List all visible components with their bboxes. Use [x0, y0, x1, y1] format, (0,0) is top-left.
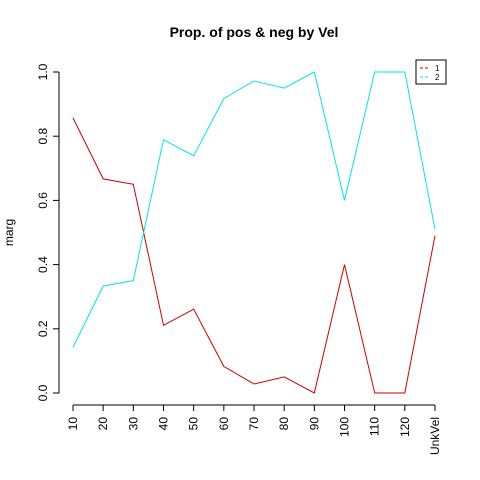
x-tick-label: 80	[277, 417, 291, 431]
y-tick-label: 0.0	[36, 384, 50, 401]
x-tick-label: 50	[187, 417, 201, 431]
x-tick-label: 30	[126, 417, 140, 431]
x-tick-label: 40	[157, 417, 171, 431]
x-tick-label: 60	[217, 417, 231, 431]
x-axis: 10 20 30 40 50 60 70 80 90 100 110 120 UnkVel	[66, 404, 442, 455]
y-axis: 0.0 0.2 0.4 0.6 0.8 1.0	[36, 63, 60, 401]
legend: 12	[415, 59, 447, 85]
legend-label-2: 2	[435, 73, 440, 82]
chart-title: Prop. of pos & neg by Vel	[170, 24, 339, 40]
x-tick-label: 20	[96, 417, 110, 431]
x-tick-label: UnkVel	[428, 417, 442, 455]
y-tick-label: 0.2	[36, 320, 50, 337]
y-axis-title: marg	[2, 219, 16, 246]
series-line-1	[72, 117, 436, 394]
series-layer	[72, 71, 436, 394]
y-tick-label: 0.8	[36, 128, 50, 145]
y-tick-label: 1.0	[36, 63, 50, 80]
legend-label-1: 1	[435, 64, 440, 73]
x-tick-label: 90	[307, 417, 321, 431]
y-tick-label: 0.4	[36, 256, 50, 273]
x-tick-label: 110	[368, 417, 382, 436]
x-tick-label: 10	[66, 417, 80, 431]
legend-box	[415, 59, 447, 85]
series-line-2	[72, 71, 436, 348]
x-tick-label: 100	[338, 417, 352, 437]
plot-area	[59, 59, 448, 405]
x-tick-label: 120	[398, 417, 412, 437]
x-tick-label: 70	[247, 417, 261, 431]
y-tick-label: 0.6	[36, 192, 50, 209]
